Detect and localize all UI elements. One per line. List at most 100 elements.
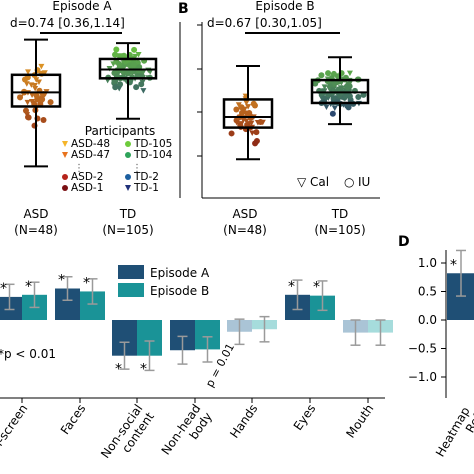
panel-b-point (344, 84, 351, 91)
panel-d: D 1.0 0.5 0.0 −0.5 −1.0 * HeatmapRef (398, 234, 474, 459)
panel-b-point (238, 121, 245, 127)
panel-a-point (33, 77, 40, 83)
panel-c-xticks: On-screen Faces Non-socialcontent Non-headb… (0, 398, 376, 468)
panel-b-xlabel-asd-n: (N=48) (223, 223, 267, 237)
panel-b-point (254, 120, 261, 126)
panel-a-point (116, 53, 123, 59)
significance-star: * (0, 281, 7, 297)
xtick-label-line: Ref (463, 411, 474, 435)
panel-a-point (41, 70, 48, 76)
marker-legend-cal-label: Cal (310, 175, 329, 189)
panel-a-point (17, 94, 24, 101)
panel-a-point (131, 46, 138, 53)
panel-d-letter: D (398, 234, 410, 250)
legend-label: TD-1 (133, 182, 159, 194)
panel-a-point (32, 86, 39, 92)
legend-marker (125, 141, 131, 147)
legend-marker (62, 152, 68, 158)
panel-a-point (31, 83, 38, 89)
legend-swatch-episode-b (118, 283, 144, 297)
panel-a-xlabel-asd: ASD (23, 207, 48, 221)
panel-b-points (228, 70, 367, 147)
panel-b-point (342, 93, 349, 100)
panel-a-point (35, 79, 42, 85)
legend-label-episode-a: Episode A (150, 266, 210, 280)
ytick-label: 1.0 (418, 256, 437, 270)
panel-b-point (233, 106, 240, 113)
marker-legend-cal-symbol: ▽ (297, 175, 307, 189)
panel-b-letter: B (178, 1, 189, 17)
legend-label: ASD-1 (71, 182, 103, 194)
ytick-label: −0.5 (408, 342, 437, 356)
legend-marker (125, 174, 131, 180)
significance-star: * (58, 273, 65, 289)
significance-star: * (313, 280, 320, 296)
legend-label: TD-104 (133, 149, 173, 161)
panel-b-point (335, 86, 342, 93)
panel-a: Episode A d=0.74 [0.36,1.14] Participant… (10, 0, 181, 237)
xtick-label: Eyes (291, 402, 319, 433)
panel-b-point (331, 105, 338, 112)
panel-a-point (124, 69, 131, 76)
panel-b-point (243, 100, 250, 106)
panel-a-point (25, 69, 32, 75)
panel-a-point (130, 61, 137, 68)
panel-a-point (40, 117, 47, 124)
panel-b-effect-size: d=0.67 [0.30,1.05] (207, 16, 322, 30)
ytick-label: 0.0 (418, 313, 437, 327)
panel-b-point (233, 119, 240, 126)
xtick-label-line: On-screen (0, 402, 30, 460)
panel-b-point (228, 130, 235, 137)
panel-b-point (241, 106, 248, 113)
significance-star: * (25, 279, 32, 295)
panel-d-yticks: 1.0 0.5 0.0 −0.5 −1.0 (408, 256, 446, 384)
significance-star: * (83, 275, 90, 291)
panel-a-point (112, 84, 119, 91)
xtick-label: Hands (227, 402, 260, 441)
panel-b-point (355, 93, 362, 100)
panel-a-point (116, 86, 123, 92)
panel-b-point (253, 129, 260, 136)
panel-b-point (330, 95, 337, 102)
panel-b-yticks (197, 24, 202, 157)
panel-a-point (113, 46, 120, 53)
panel-b: B Episode B d=0.67 [0.30,1.05] ▽ Cal ○ I… (178, 0, 380, 237)
panel-a-box (10, 73, 62, 108)
xtick-label: Non-socialcontent (98, 401, 157, 468)
panel-b-point (248, 120, 255, 127)
panel-b-point (318, 72, 325, 79)
panel-a-point (116, 61, 123, 68)
panel-a-point (21, 76, 28, 83)
panel-a-point (22, 107, 29, 114)
xtick-label-line: Mouth (343, 402, 376, 441)
panel-a-xlabel-td: TD (119, 207, 137, 221)
panel-a-point (132, 53, 139, 60)
panel-b-xlabel-td: TD (331, 207, 349, 221)
panel-b-boxes (222, 56, 370, 161)
participants-legend-title: Participants (85, 124, 156, 138)
legend-label: ASD-48 (71, 138, 110, 150)
panel-b-point (330, 87, 337, 93)
panel-b-xlabel-td-n: (N=105) (314, 223, 365, 237)
legend-label: TD-105 (133, 138, 172, 150)
panel-b-point (344, 102, 351, 109)
legend-ellipsis: ⋮ (74, 163, 84, 174)
significance-star: * (288, 279, 295, 295)
panel-b-point (346, 70, 353, 77)
ytick-label: −1.0 (408, 370, 437, 384)
panel-b-point (250, 100, 257, 107)
xtick-label-line: Hands (227, 402, 260, 441)
significance-note: *p < 0.01 (0, 347, 56, 361)
legend-marker (125, 185, 131, 191)
ytick-label: 0.5 (418, 285, 437, 299)
panel-c: * * * ** ** *p = 0.01 On-screen Faces Non-socia… (0, 265, 393, 468)
panel-a-title: Episode A (52, 0, 112, 13)
panel-a-point (39, 96, 46, 103)
legend-swatch-episode-a (118, 265, 144, 279)
legend-marker (62, 141, 68, 147)
panel-a-point (29, 92, 36, 98)
participants-legend: ASD-48ASD-47⋮ASD-2ASD-1TD-105TD-104⋮TD-2… (62, 138, 173, 194)
panel-b-point (245, 104, 252, 110)
panel-b-point (252, 140, 259, 147)
